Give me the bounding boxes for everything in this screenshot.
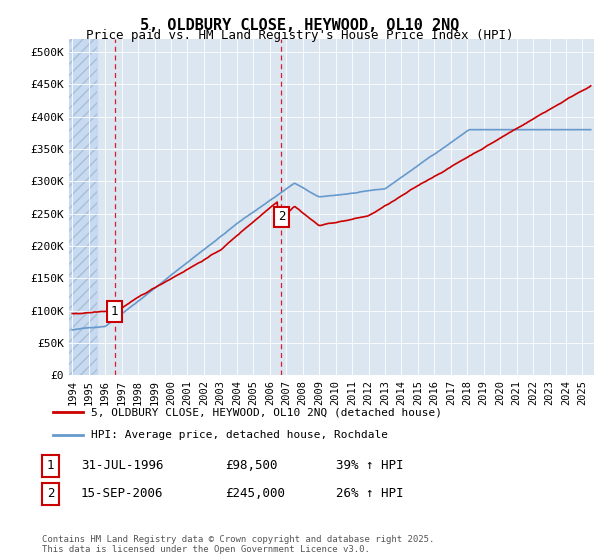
Text: 2: 2 <box>278 211 285 223</box>
Text: HPI: Average price, detached house, Rochdale: HPI: Average price, detached house, Roch… <box>91 430 388 440</box>
Text: 15-SEP-2006: 15-SEP-2006 <box>81 487 163 501</box>
Text: 26% ↑ HPI: 26% ↑ HPI <box>336 487 404 501</box>
Bar <box>69 39 97 375</box>
Text: 39% ↑ HPI: 39% ↑ HPI <box>336 459 404 473</box>
Text: £98,500: £98,500 <box>225 459 277 473</box>
Text: 1: 1 <box>47 459 54 473</box>
Text: 2: 2 <box>47 487 54 501</box>
Text: £245,000: £245,000 <box>225 487 285 501</box>
Text: Price paid vs. HM Land Registry's House Price Index (HPI): Price paid vs. HM Land Registry's House … <box>86 29 514 42</box>
Text: 5, OLDBURY CLOSE, HEYWOOD, OL10 2NQ: 5, OLDBURY CLOSE, HEYWOOD, OL10 2NQ <box>140 18 460 33</box>
Bar <box>69 39 97 375</box>
Text: Contains HM Land Registry data © Crown copyright and database right 2025.
This d: Contains HM Land Registry data © Crown c… <box>42 535 434 554</box>
Text: 5, OLDBURY CLOSE, HEYWOOD, OL10 2NQ (detached house): 5, OLDBURY CLOSE, HEYWOOD, OL10 2NQ (det… <box>91 407 442 417</box>
Text: 31-JUL-1996: 31-JUL-1996 <box>81 459 163 473</box>
Text: 1: 1 <box>111 305 119 318</box>
